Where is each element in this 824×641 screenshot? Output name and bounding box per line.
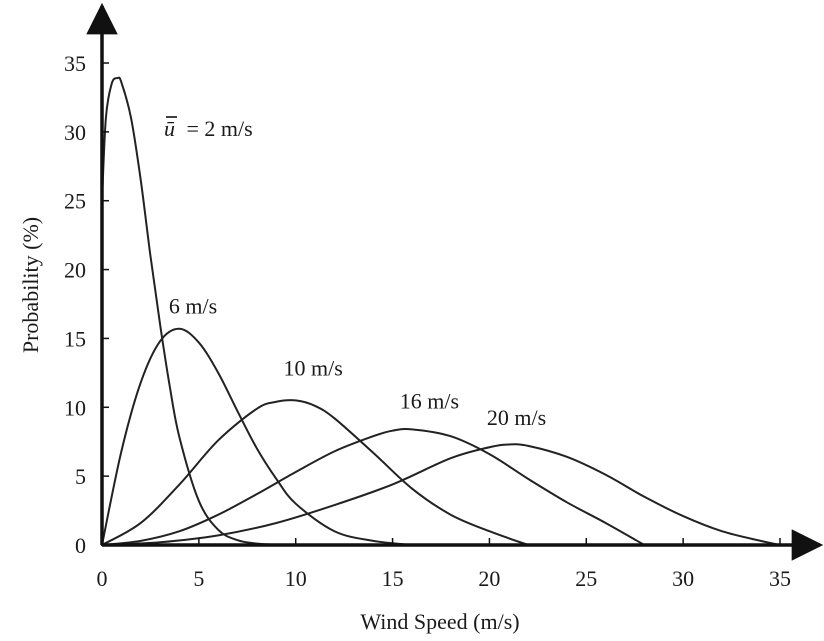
series-line-2 <box>101 399 530 546</box>
x-tick-label: 15 <box>382 566 404 591</box>
y-axis-ticks: 0 5 10 15 20 25 30 35 <box>64 51 109 558</box>
mean-symbol: ū <box>164 116 175 141</box>
y-tick-label: 0 <box>75 533 86 558</box>
curve-label-3: 16 m/s <box>400 389 459 414</box>
y-axis-title: Probability (%) <box>18 217 43 353</box>
y-tick-label: 35 <box>64 51 86 76</box>
x-tick-label: 25 <box>575 566 597 591</box>
curve-label-4: 20 m/s <box>487 405 546 430</box>
series-line-3 <box>101 427 646 546</box>
y-tick-label: 15 <box>64 326 86 351</box>
x-axis-title: Wind Speed (m/s) <box>360 609 519 634</box>
x-tick-label: 0 <box>97 566 108 591</box>
y-tick-label: 30 <box>64 120 86 145</box>
x-tick-label: 10 <box>285 566 307 591</box>
y-tick-label: 10 <box>64 395 86 420</box>
series-line-0 <box>101 76 297 546</box>
x-axis-ticks: 0 5 10 15 20 25 30 35 <box>97 538 791 591</box>
y-tick-label: 25 <box>64 189 86 214</box>
curve-labels: ū = 2 m/s 6 m/s 10 m/s 16 m/s 20 m/s <box>164 116 546 430</box>
x-tick-label: 35 <box>769 566 791 591</box>
x-tick-label: 30 <box>672 566 694 591</box>
series-line-1 <box>101 327 413 546</box>
curve-label-mean-2: ū = 2 m/s <box>164 116 253 141</box>
curve-label-2: 10 m/s <box>284 356 343 381</box>
y-tick-label: 20 <box>64 258 86 283</box>
curve-label-1: 6 m/s <box>169 294 217 319</box>
plot-area <box>101 76 781 546</box>
curve-label-mean-2-value: = 2 m/s <box>187 116 253 141</box>
x-tick-label: 20 <box>478 566 500 591</box>
series-line-4 <box>101 443 781 546</box>
y-tick-label: 5 <box>75 464 86 489</box>
x-tick-label: 5 <box>193 566 204 591</box>
